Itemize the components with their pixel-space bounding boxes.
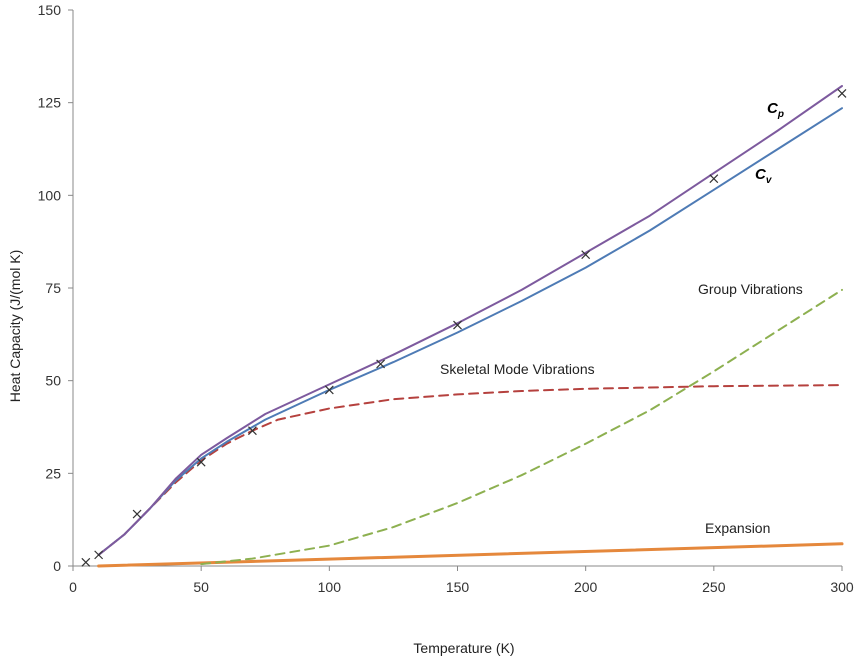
experimental-point: [196, 457, 206, 467]
experimental-point: [81, 557, 91, 567]
series-group-vibrations: [200, 288, 843, 566]
x-axis-title: Temperature (K): [413, 640, 514, 656]
experimental-point: [837, 88, 847, 98]
x-tick-label: 0: [69, 579, 77, 595]
axes: 0 25 50 75 100 125 150 0 50 100 150 200 250 300: [38, 2, 854, 595]
x-tick-label: 100: [318, 579, 342, 595]
y-tick-label: 25: [45, 465, 61, 481]
experimental-point: [453, 320, 462, 330]
skeletal-mode-label: Skeletal Mode Vibrations: [440, 361, 595, 377]
cp-label: Cp: [767, 100, 784, 120]
cv-label: Cv: [755, 166, 773, 186]
y-tick-label: 75: [45, 280, 61, 296]
x-tick-label: 50: [193, 579, 209, 595]
experimental-point: [581, 250, 591, 260]
x-tick-label: 150: [446, 579, 470, 595]
y-tick-label: 150: [38, 2, 62, 18]
x-tick-label: 250: [702, 579, 726, 595]
series-cp: [97, 85, 843, 556]
y-tick-label: 100: [38, 187, 62, 203]
experimental-point: [709, 174, 719, 184]
x-tick-label: 300: [830, 579, 854, 595]
experimental-point: [376, 359, 386, 369]
experimental-point: [248, 426, 257, 436]
y-tick-label: 0: [53, 558, 61, 574]
x-tick-label: 200: [574, 579, 598, 595]
y-tick-label: 50: [45, 373, 61, 389]
series-cv: [97, 107, 843, 556]
y-tick-label: 125: [38, 95, 62, 111]
group-vibrations-label: Group Vibrations: [698, 281, 803, 297]
series-layer: [97, 85, 844, 568]
y-axis-title: Heat Capacity (J/(mol K): [7, 250, 23, 402]
experimental-point: [94, 550, 104, 560]
expansion-label: Expansion: [705, 520, 770, 536]
experimental-point: [324, 385, 334, 395]
markers-layer: [81, 88, 847, 567]
experimental-point: [132, 509, 142, 519]
